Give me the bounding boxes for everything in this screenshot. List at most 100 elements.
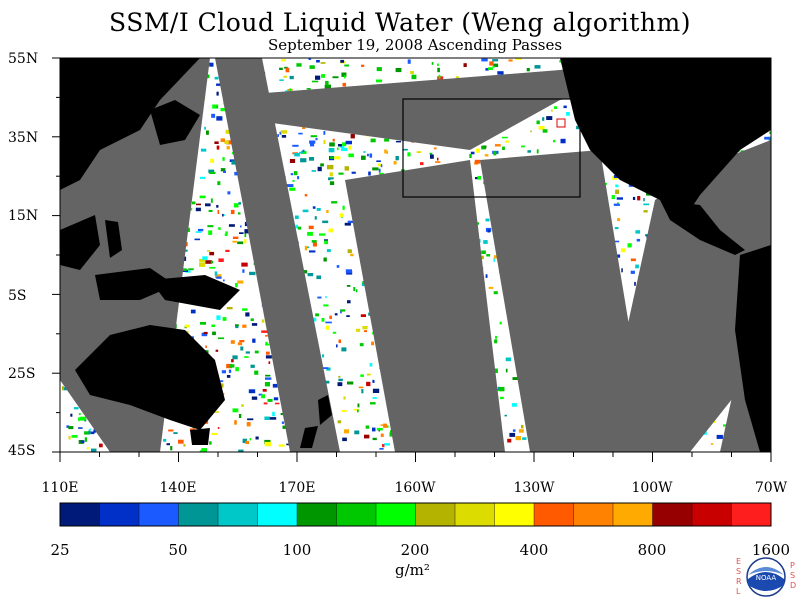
cloud-speck <box>230 340 235 344</box>
cloud-speck <box>199 258 206 263</box>
cloud-speck <box>279 67 283 70</box>
cloud-speck <box>223 170 226 173</box>
cloud-speck <box>344 64 349 67</box>
cloud-speck <box>487 67 493 70</box>
cloud-speck <box>493 63 499 67</box>
cloud-speck <box>500 396 504 400</box>
colorbar-tick-400: 400 <box>519 541 549 559</box>
cloud-speck <box>390 430 392 433</box>
cloud-speck <box>710 443 714 445</box>
cloud-speck <box>235 325 239 329</box>
cloud-speck <box>209 251 215 256</box>
cloud-speck <box>341 410 347 412</box>
cloud-speck <box>364 330 367 333</box>
cloud-speck <box>217 427 220 429</box>
cloud-speck <box>208 209 213 212</box>
cloud-speck <box>294 215 299 220</box>
lon-label-70w: 70W <box>754 480 788 496</box>
cloud-speck <box>764 136 770 140</box>
cloud-speck <box>395 68 402 73</box>
cloud-speck <box>360 374 364 377</box>
cloud-speck <box>79 416 87 421</box>
cloud-speck <box>188 268 194 271</box>
cloud-speck <box>328 228 333 233</box>
cloud-speck <box>316 60 320 63</box>
cloud-speck <box>554 106 557 110</box>
cloud-speck <box>614 227 619 230</box>
cloud-speck <box>326 249 331 253</box>
cloud-speck <box>483 240 488 244</box>
cloud-speck <box>269 417 277 420</box>
cloud-speck <box>168 429 174 432</box>
cloud-speck <box>380 164 383 168</box>
cloud-speck <box>357 409 359 413</box>
cloud-speck <box>354 430 360 435</box>
cloud-speck <box>438 74 441 79</box>
cloud-speck <box>320 62 326 64</box>
cloud-speck <box>338 378 343 382</box>
cloud-speck <box>407 59 411 64</box>
cloud-speck <box>379 448 384 450</box>
cloud-speck <box>402 148 408 151</box>
noaa-esrl-psd-logo: E S R L NOAA P S D <box>734 555 798 599</box>
cloud-speck <box>324 240 328 245</box>
cloud-speck <box>299 151 303 154</box>
cloud-speck <box>371 341 375 346</box>
cloud-speck <box>304 194 308 197</box>
cloud-speck <box>211 324 216 327</box>
cloud-speck <box>325 296 327 299</box>
cloud-speck <box>312 80 319 83</box>
cloud-speck <box>93 429 97 433</box>
cloud-speck <box>372 427 376 432</box>
cloud-speck <box>512 377 519 380</box>
cloud-speck <box>248 389 256 394</box>
cloud-speck <box>66 425 70 428</box>
cloud-speck <box>356 328 361 332</box>
colorbar-tick-800: 800 <box>637 541 667 559</box>
lat-label-35n: 35N <box>8 130 39 146</box>
cloud-speck <box>247 418 254 421</box>
cloud-speck <box>88 428 92 431</box>
cloud-speck <box>344 75 346 79</box>
cloud-speck <box>200 148 207 152</box>
cloud-speck <box>214 271 218 276</box>
cloud-speck <box>493 368 498 373</box>
cloud-speck <box>220 138 225 142</box>
cloud-speck <box>621 248 626 253</box>
colorbar-units: g/m² <box>395 561 430 579</box>
map-subtitle: September 19, 2008 Ascending Passes <box>267 36 563 54</box>
cloud-speck <box>183 444 186 447</box>
lat-label-15n: 15N <box>8 208 39 224</box>
cloud-speck <box>345 269 352 273</box>
cloud-speck <box>322 367 329 369</box>
cloud-speck <box>488 286 494 289</box>
land-masses <box>60 58 771 452</box>
cloud-speck <box>195 231 202 233</box>
lat-label-55n: 55N <box>8 51 39 67</box>
cloud-speck <box>184 324 190 328</box>
cloud-speck <box>553 139 556 143</box>
cloud-speck <box>254 370 259 375</box>
cloud-speck <box>487 229 491 233</box>
cloud-speck <box>214 76 219 80</box>
cloud-speck <box>218 258 224 262</box>
cloud-speck <box>329 315 332 320</box>
cloud-speck <box>211 432 218 435</box>
cloud-speck <box>615 189 620 194</box>
cloud-speck <box>361 389 364 394</box>
cloud-speck <box>283 75 287 78</box>
cloud-speck <box>238 449 244 452</box>
cloud-speck <box>222 157 225 161</box>
cloud-speck <box>372 379 375 383</box>
cloud-speck <box>263 402 268 405</box>
cloud-speck <box>311 240 317 243</box>
lat-label-45s: 45S <box>8 443 36 459</box>
cloud-speck <box>241 404 244 407</box>
cloud-speck <box>339 213 344 218</box>
cloud-speck <box>359 343 364 347</box>
cloud-speck <box>613 203 620 206</box>
cloud-speck <box>91 448 97 452</box>
cloud-speck <box>344 222 351 226</box>
cloud-speck <box>340 309 346 312</box>
cloud-speck <box>235 283 238 288</box>
